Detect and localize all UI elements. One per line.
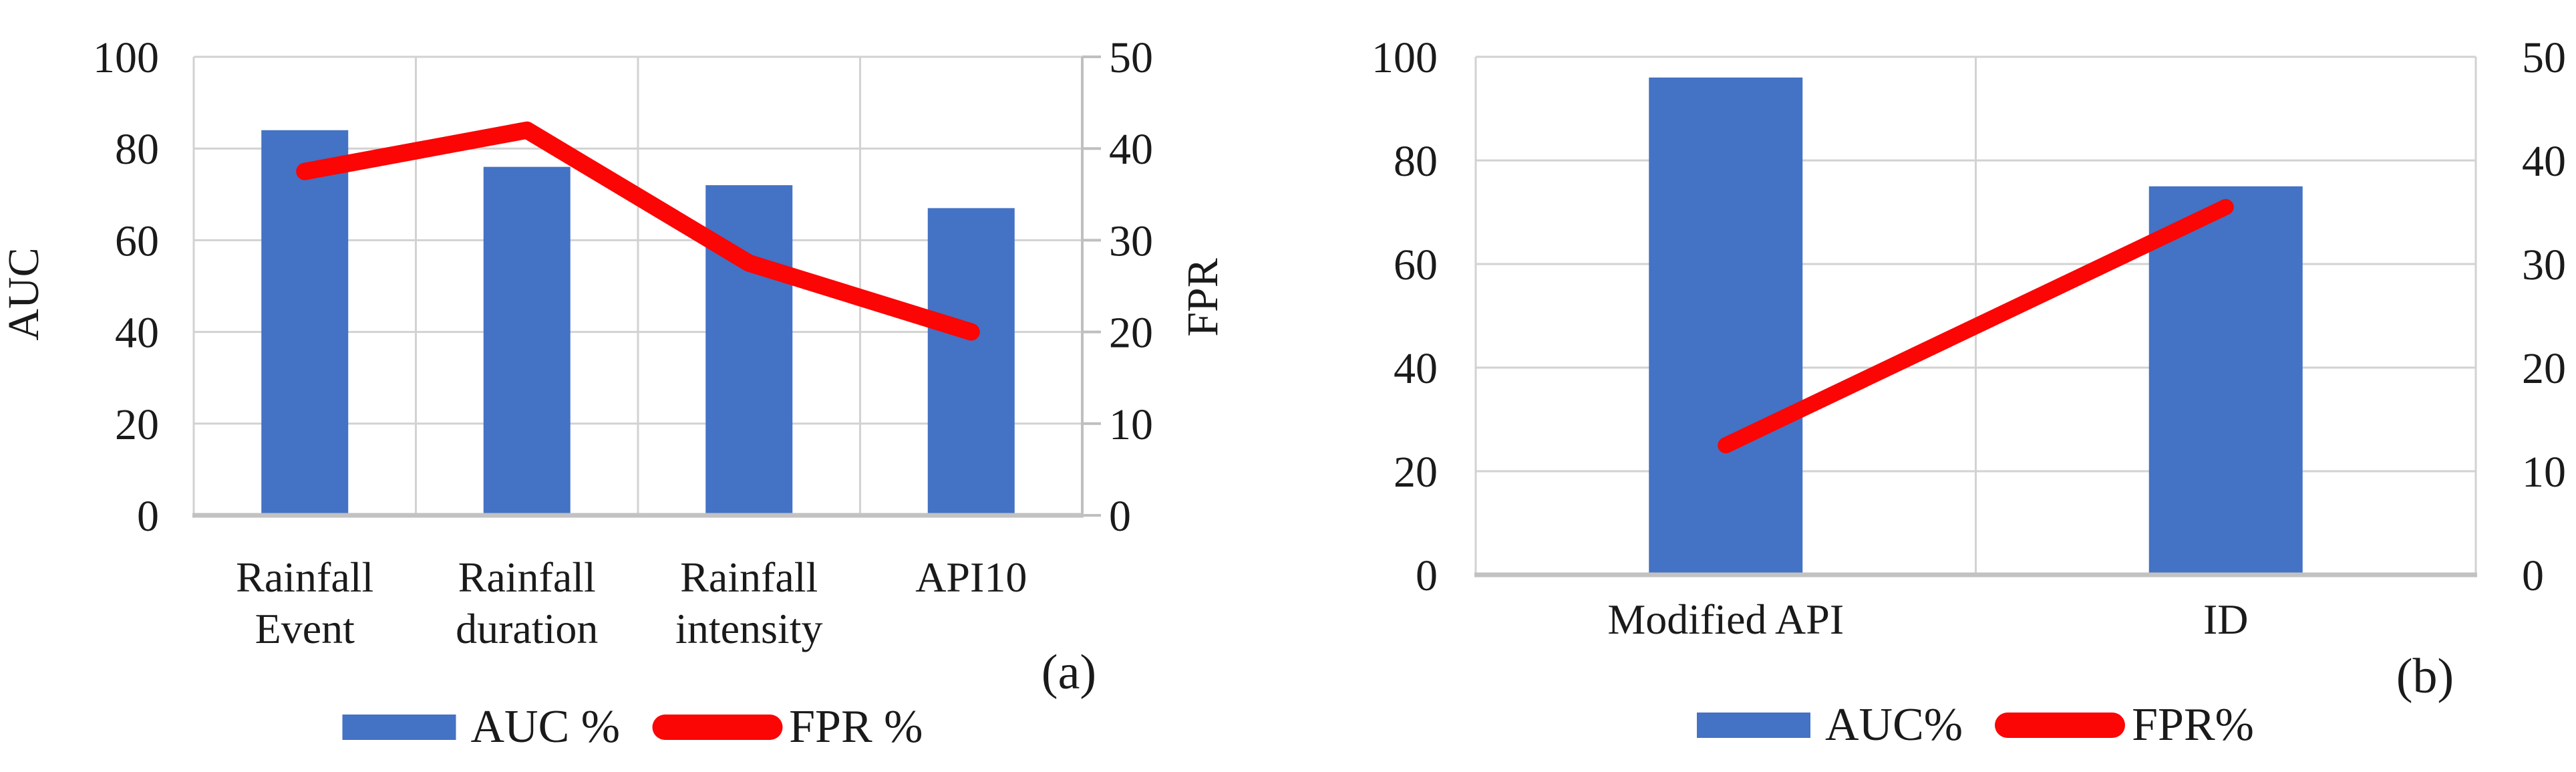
right-axis-tick-label: 20: [2522, 344, 2566, 393]
fpr-line: [1718, 199, 2234, 454]
legend-b-fpr-line-swatch: [1995, 713, 2126, 738]
legend-a-fpr-label: FPR %: [789, 701, 923, 753]
category-label: Rainfall: [680, 553, 818, 601]
left-axis-tick-label: 60: [115, 217, 159, 265]
left-axis-tick-label: 80: [115, 125, 159, 174]
category-label: Modified API: [1607, 596, 1844, 643]
left-axis-tick-label: 0: [1416, 551, 1438, 600]
left-axis-tick-label: 100: [93, 33, 159, 82]
category-label: API10: [915, 553, 1027, 601]
right-axis-tick-label: 30: [1109, 217, 1153, 265]
right-axis-tick-label: 50: [2522, 33, 2566, 82]
legend-a: AUC % FPR %: [342, 701, 923, 753]
right-axis-tick-label: 50: [1109, 33, 1153, 82]
category-label: duration: [456, 605, 598, 652]
legend-b: AUC% FPR%: [1697, 702, 2254, 749]
right-axis-tick-label: 10: [2522, 448, 2566, 497]
right-axis-tick-label: 20: [1109, 309, 1153, 358]
legend-b-fpr-label: FPR%: [2132, 699, 2254, 751]
legend-b-auc-label: AUC%: [1825, 699, 1963, 751]
left-axis-tick-label: 100: [1372, 33, 1438, 82]
right-axis-tick-label: 0: [2522, 551, 2544, 600]
right-axis-tick-label: 30: [2522, 241, 2566, 289]
legend-a-auc-bar-swatch: [342, 715, 456, 740]
category-label: Event: [255, 605, 355, 652]
right-axis-tick-label: 0: [1109, 492, 1131, 541]
right-axis-tick-label: 40: [1109, 125, 1153, 174]
panel-label-a: (a): [1041, 645, 1097, 700]
left-axis-tick-label: 40: [1394, 344, 1438, 393]
bar-rainfall-intensity: [705, 185, 793, 515]
category-label: Rainfall: [236, 553, 373, 601]
bar-rainfall-duration: [483, 166, 571, 515]
right-axis-tick-label: 40: [2522, 137, 2566, 186]
chart-b: 0 20 40 60 80 100 0 10 20 30 40 50 Modified API ID: [1372, 33, 2566, 643]
right-axis-title: FPR: [1178, 258, 1227, 336]
category-label: intensity: [675, 605, 822, 652]
bar-rainfall-event: [261, 130, 349, 515]
right-axis-tick-label: 10: [1109, 400, 1153, 449]
legend-b-auc-bar-swatch: [1697, 713, 1811, 738]
fpr-line: [296, 121, 980, 341]
left-axis-tick-label: 40: [115, 309, 159, 358]
legend-a-auc-label: AUC %: [470, 701, 621, 753]
left-axis-title: AUC: [0, 247, 48, 340]
bar-modified-api: [1649, 78, 1803, 575]
left-axis-tick-label: 20: [1394, 448, 1438, 497]
left-axis-tick-label: 0: [137, 492, 159, 541]
left-axis-tick-label: 20: [115, 400, 159, 449]
left-axis-tick-label: 60: [1394, 241, 1438, 289]
category-label: ID: [2203, 596, 2249, 643]
legend-a-fpr-line-swatch: [652, 715, 783, 740]
bar-api10: [927, 208, 1015, 515]
bar-id: [2148, 186, 2303, 575]
category-label: Rainfall: [458, 553, 596, 601]
left-axis-tick-label: 80: [1394, 137, 1438, 186]
panel-label-b: (b): [2396, 649, 2454, 704]
